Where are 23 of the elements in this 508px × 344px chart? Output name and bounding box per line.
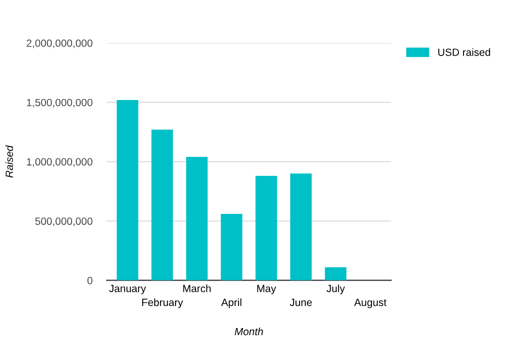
legend-label: USD raised [438,48,490,56]
x-axis-title: Month [234,328,263,336]
x-tick-label: April [221,298,242,308]
bar [116,100,138,280]
x-tick-label: January [109,284,146,294]
y-tick-label: 1,500,000,000 [26,98,92,108]
bar [290,174,312,280]
x-tick-label: February [142,298,184,308]
y-tick-label: 0 [87,276,92,284]
bar [151,130,173,280]
bar [186,156,208,280]
y-tick-label: 500,000,000 [35,218,92,226]
x-tick-label: March [183,284,211,292]
y-tick-label: 2,000,000,000 [26,40,92,48]
x-tick-label: August [354,298,386,308]
y-tick-label: 1,000,000,000 [26,158,92,167]
bar [256,176,278,280]
x-tick-label: May [257,284,276,294]
bar [324,267,346,280]
y-axis-title: Raised [5,145,14,178]
bar [220,214,242,280]
x-tick-label: June [290,298,312,306]
x-tick-label: July [326,284,345,294]
